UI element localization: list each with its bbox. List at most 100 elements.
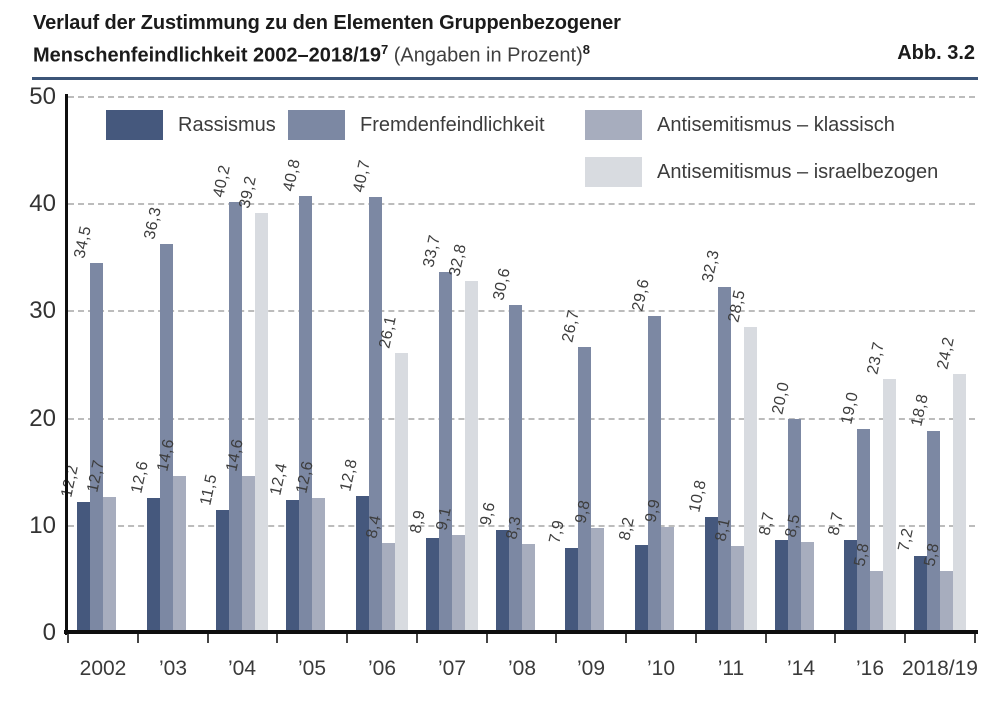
x-axis-tick: [276, 634, 278, 643]
x-axis-tick: [416, 634, 418, 643]
bar-value-label: 30,6: [490, 266, 514, 302]
bar-rassismus-06: [356, 496, 369, 633]
bar-value-label: 34,5: [71, 224, 95, 260]
bar-value-label: 14,6: [223, 437, 247, 473]
bar-antisemitismus-israelbezogen-11: [744, 327, 757, 633]
x-axis-category-label: ’14: [786, 657, 816, 680]
bar-value-label: 12,7: [84, 458, 108, 494]
x-axis-tick: [137, 634, 139, 643]
x-axis-category-label: ’06: [367, 657, 397, 680]
x-axis-tick: [904, 634, 906, 643]
y-axis-tick-label: 20: [29, 405, 56, 432]
gridline-40: [68, 203, 975, 205]
x-axis-tick: [834, 634, 836, 643]
x-axis-category-label: ’04: [227, 657, 257, 680]
bar-value-label: 40,2: [210, 163, 234, 199]
bar-antisemitismus-klassisch-08: [522, 544, 535, 633]
legend-item-antisemitismus-klassisch: Antisemitismus – klassisch: [585, 110, 1000, 140]
bar-fremdenfeindlichkeit-04: [229, 202, 242, 633]
legend-swatch-fremdenfeindlichkeit: [288, 110, 345, 140]
bar-value-label: 7,2: [895, 526, 917, 553]
bar-antisemitismus-klassisch-2002: [103, 497, 116, 633]
x-axis-line: [64, 630, 978, 634]
bar-fremdenfeindlichkeit-09: [578, 347, 591, 633]
bar-value-label: 32,3: [699, 248, 723, 284]
x-axis-tick: [486, 634, 488, 643]
bar-value-label: 7,9: [546, 518, 568, 545]
bar-value-label: 11,5: [197, 472, 221, 507]
bar-rassismus-04: [216, 510, 229, 633]
legend-swatch-antisemitismus-klassisch: [585, 110, 642, 140]
figure-title-line2-bold: Menschenfeindlichkeit 2002–2018/19: [33, 44, 381, 67]
bar-value-label: 9,6: [477, 500, 499, 527]
title-divider-rule: [32, 77, 978, 80]
bar-value-label: 40,7: [350, 158, 374, 194]
bar-rassismus-07: [426, 538, 439, 633]
bar-value-label: 19,0: [838, 390, 862, 426]
x-axis-tick: [765, 634, 767, 643]
bar-fremdenfeindlichkeit-08: [509, 305, 522, 633]
bar-rassismus-14: [775, 540, 788, 633]
legend-item-antisemitismus-israelbezogen: Antisemitismus – israelbezogen: [585, 157, 1000, 187]
bar-fremdenfeindlichkeit-06: [369, 197, 382, 633]
bar-value-label: 10,8: [686, 478, 710, 514]
bar-value-label: 12,4: [267, 461, 291, 497]
bar-antisemitismus-klassisch-16: [870, 571, 883, 633]
bar-rassismus-05: [286, 500, 299, 633]
bar-fremdenfeindlichkeit-11: [718, 287, 731, 633]
bar-fremdenfeindlichkeit-16: [857, 429, 870, 633]
bar-fremdenfeindlichkeit-05: [299, 196, 312, 633]
x-axis-tick: [67, 634, 69, 643]
bar-value-label: 12,2: [58, 463, 82, 499]
y-axis-tick-label: 40: [29, 190, 56, 217]
y-axis-tick-label: 50: [29, 83, 56, 110]
bar-antisemitismus-klassisch-05: [312, 498, 325, 633]
figure-title-line2: Menschenfeindlichkeit 2002–2018/197 (Ang…: [33, 42, 590, 68]
bar-rassismus-2002: [77, 502, 90, 633]
x-axis-category-label: ’09: [576, 657, 606, 680]
x-axis-tick: [695, 634, 697, 643]
legend-swatch-antisemitismus-israelbezogen: [585, 157, 642, 187]
x-axis-category-label: ’05: [297, 657, 327, 680]
bar-rassismus-11: [705, 517, 718, 633]
x-axis-tick: [346, 634, 348, 643]
bar-fremdenfeindlichkeit-2018-19: [927, 431, 940, 633]
bar-antisemitismus-israelbezogen-04: [255, 213, 268, 633]
bar-antisemitismus-israelbezogen-16: [883, 379, 896, 633]
x-axis-category-label: ’16: [855, 657, 885, 680]
figure-title-line2-note: (Angaben in Prozent): [388, 44, 583, 67]
bar-value-label: 8,7: [756, 510, 778, 537]
x-axis-category-label: 2002: [79, 657, 127, 680]
y-axis-tick-label: 30: [29, 297, 56, 324]
bar-rassismus-09: [565, 548, 578, 633]
bar-rassismus-2018-19: [914, 556, 927, 633]
legend-item-fremdenfeindlichkeit: Fremdenfeindlichkeit: [288, 110, 708, 140]
bar-value-label: 12,6: [293, 459, 317, 495]
bar-antisemitismus-klassisch-04: [242, 476, 255, 633]
x-axis-category-label: ’10: [646, 657, 676, 680]
bar-antisemitismus-klassisch-06: [382, 543, 395, 633]
bar-antisemitismus-israelbezogen-06: [395, 353, 408, 633]
figure-title-line1: Verlauf der Zustimmung zu den Elementen …: [33, 12, 621, 34]
y-axis-line: [65, 94, 68, 635]
legend-label-rassismus: Rassismus: [178, 114, 276, 136]
legend-swatch-rassismus: [106, 110, 163, 140]
x-axis-tick: [207, 634, 209, 643]
x-axis-tick: [974, 634, 976, 643]
bar-antisemitismus-klassisch-10: [661, 527, 674, 633]
bar-value-label: 8,7: [825, 510, 847, 537]
bar-antisemitismus-klassisch-07: [452, 535, 465, 633]
bar-rassismus-03: [147, 498, 160, 633]
bar-antisemitismus-israelbezogen-07: [465, 281, 478, 633]
bar-antisemitismus-klassisch-09: [591, 528, 604, 633]
bar-antisemitismus-klassisch-03: [173, 476, 186, 633]
x-axis-category-label: ’11: [717, 657, 745, 680]
bar-antisemitismus-klassisch-14: [801, 542, 814, 633]
bar-rassismus-16: [844, 540, 857, 633]
bar-value-label: 23,7: [864, 340, 888, 376]
footnote-marker-7: 7: [380, 42, 389, 57]
bar-value-label: 33,7: [420, 233, 444, 269]
bar-value-label: 24,2: [934, 335, 958, 371]
